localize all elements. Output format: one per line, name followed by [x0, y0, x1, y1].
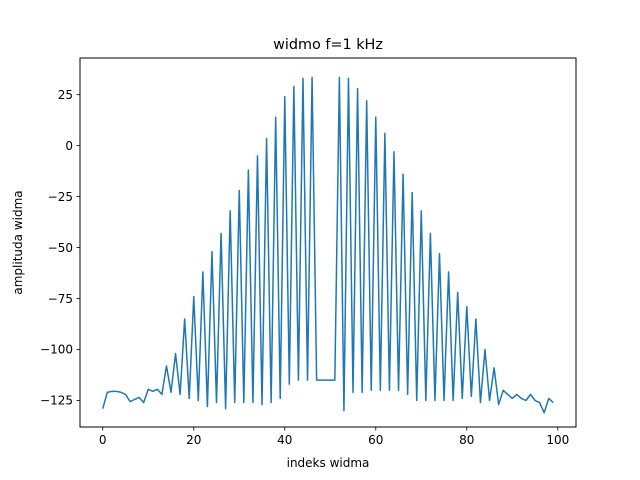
y-tick-label: −100: [40, 343, 73, 357]
y-tick-label: 0: [65, 139, 73, 153]
y-tick-label: −75: [48, 292, 73, 306]
chart-title: widmo f=1 kHz: [273, 37, 383, 53]
x-axis-label: indeks widma: [287, 456, 370, 470]
y-tick-label: −25: [48, 190, 73, 204]
plot-layer: [102, 76, 554, 414]
x-tick-label: 60: [368, 433, 383, 447]
y-tick-label: 25: [58, 88, 73, 102]
x-tick-label: 80: [459, 433, 474, 447]
series-line-0: [102, 76, 554, 414]
y-axis-label: amplituda widma: [11, 190, 25, 294]
x-tick-label: 40: [277, 433, 292, 447]
y-tick-label: −50: [48, 241, 73, 255]
x-tick-label: 20: [186, 433, 201, 447]
y-axis-ticks: 25 0 −25 −50 −75 −100 −125: [40, 88, 80, 408]
x-axis-ticks: 0 20 40 60 80 100: [99, 427, 569, 447]
x-tick-label: 100: [546, 433, 569, 447]
axes-frame: [79, 57, 577, 428]
x-tick-label: 0: [99, 433, 107, 447]
y-tick-label: −125: [40, 394, 73, 408]
